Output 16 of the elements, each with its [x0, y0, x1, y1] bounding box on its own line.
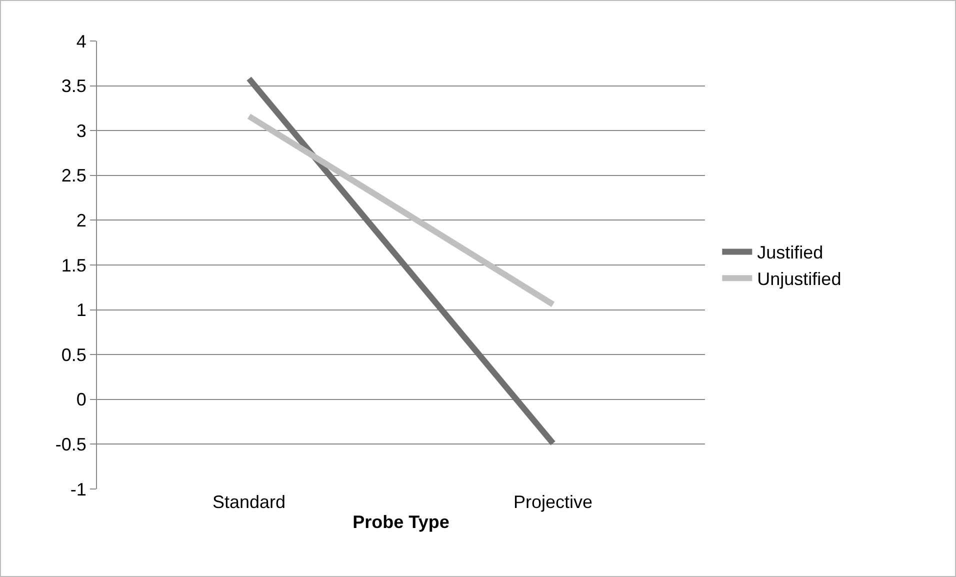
y-tick-label: -1	[70, 479, 86, 500]
y-tick-label: 4	[76, 31, 86, 52]
y-tick-label: 2.5	[61, 166, 86, 186]
x-tick-label: Standard	[212, 492, 286, 512]
y-tick-label: 0	[76, 390, 86, 410]
y-tick-label: 1	[76, 300, 86, 320]
x-tick-label: Projective	[513, 492, 593, 512]
y-tick-label: 3	[76, 120, 86, 141]
y-tick-label: 1.5	[61, 255, 86, 276]
legend-label: Unjustified	[757, 269, 842, 290]
x-axis-title: Probe Type	[352, 512, 450, 532]
y-tick-label: 2	[76, 210, 86, 230]
y-tick-label: -0.5	[55, 434, 86, 454]
y-tick-label: 3.5	[61, 76, 86, 96]
legend-label: Justified	[757, 242, 824, 263]
y-tick-label: 0.5	[61, 344, 86, 365]
